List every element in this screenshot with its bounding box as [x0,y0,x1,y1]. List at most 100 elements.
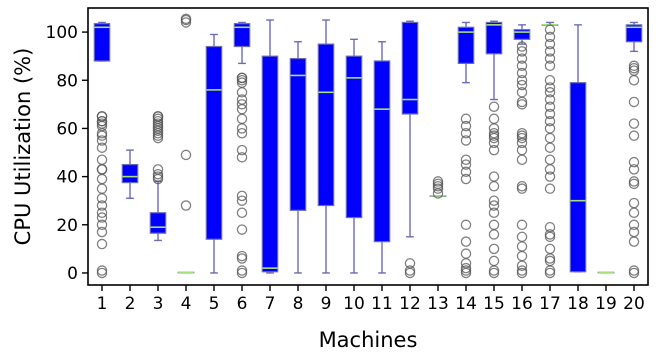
outlier-point [628,60,640,72]
outlier-point [236,128,248,139]
outlier-point [628,75,640,86]
x-tick-label: 15 [483,294,505,314]
x-tick-label: 20 [623,294,645,314]
outlier-point [460,219,472,231]
box-group-machine-15 [485,20,503,279]
box-group-machine-14 [457,21,475,279]
outlier-point [180,200,192,211]
outlier-point [544,142,556,153]
x-tick-label: 19 [595,294,617,314]
x-tick-label: 7 [265,294,276,314]
box-iqr [513,29,531,40]
outlier-point [488,180,500,192]
outlier-point [544,171,556,182]
outlier-point [544,60,556,72]
box-group-machine-2 [121,149,139,199]
outlier-point [544,82,556,93]
outlier-point [516,241,528,252]
outlier-point [152,111,164,122]
box-iqr [149,212,167,234]
box-group-machine-3 [149,111,167,242]
box-iqr [373,60,391,243]
outlier-point [488,255,500,267]
outlier-point [488,207,500,218]
y-axis: 0 20 40 60 80 100 [46,23,88,284]
outlier-point [236,224,248,235]
outlier-point [544,154,556,165]
outlier-point [544,243,556,255]
outlier-point [516,154,528,165]
outlier-point [236,99,248,110]
outlier-point [96,115,108,127]
x-tick-label: 13 [427,294,449,314]
outlier-point [628,176,640,187]
outlier-point [516,53,528,64]
y-axis-label: CPU Utilization (%) [11,48,35,246]
outlier-point [628,156,640,168]
outlier-point [544,183,556,194]
outlier-point [488,128,500,139]
outlier-point [460,120,472,132]
x-axis: 1 2 3 4 5 6 7 8 9 10 11 12 13 14 15 16 17 18 19 20 [97,285,645,314]
outlier-point [236,207,248,218]
outlier-point [544,221,556,233]
outlier-point [628,236,640,247]
box-group-machine-1 [93,21,111,279]
x-tick-label: 17 [539,294,561,314]
box-iqr [261,55,279,273]
outlier-point [404,258,416,269]
x-tick-label: 8 [293,294,304,314]
outlier-point [516,250,528,262]
y-tick-label: 60 [56,119,78,139]
outlier-point [516,75,528,86]
y-tick-label: 80 [56,71,78,91]
outlier-point [96,173,108,185]
outlier-point [460,236,472,247]
box-iqr [569,82,587,273]
outlier-point [544,31,556,43]
outlier-point [96,135,108,146]
x-tick-label: 4 [181,294,192,314]
outlier-point [460,135,472,146]
box-group-machine-12 [401,20,419,279]
outlier-point [516,46,528,57]
box-group-machine-13 [429,176,447,199]
outlier-point [96,154,108,165]
outlier-point [488,171,500,182]
outlier-point [488,200,500,211]
outlier-point [96,265,108,276]
outlier-point [96,142,108,153]
outlier-point [488,101,500,113]
outlier-point [516,144,528,156]
outlier-point [516,265,528,276]
outlier-point [96,226,108,238]
plot-area-frame [87,7,649,286]
outlier-point [516,41,528,52]
outlier-point [432,176,444,187]
outlier-point [544,132,556,144]
outlier-point [516,67,528,79]
box-group-machine-7 [261,19,279,274]
outlier-point [516,231,528,243]
outlier-point [544,46,556,57]
box-group-machine-6 [233,21,251,279]
outlier-point [152,168,164,180]
outlier-point [544,108,556,120]
outlier-point [96,238,108,250]
x-tick-label: 14 [455,294,477,314]
outlier-point [628,164,640,175]
y-tick-label: 40 [56,168,78,188]
outlier-point [236,113,248,125]
box-iqr [457,26,475,65]
x-tick-label: 10 [343,294,365,314]
y-tick-label: 20 [56,216,78,236]
outlier-point [544,75,556,86]
outlier-point [516,219,528,231]
outlier-point [516,60,528,72]
outlier-point [460,159,472,170]
outlier-point [460,248,472,259]
x-tick-label: 18 [567,294,589,314]
outlier-point [516,79,528,91]
outlier-point [488,113,500,125]
outlier-point [628,226,640,238]
